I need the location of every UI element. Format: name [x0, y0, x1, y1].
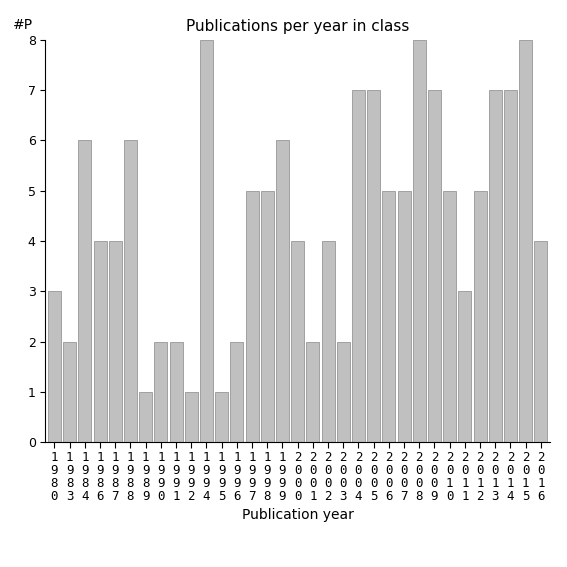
Bar — [321, 241, 335, 442]
Bar — [246, 191, 259, 442]
Bar — [428, 90, 441, 442]
Bar — [473, 191, 486, 442]
Y-axis label: #P: #P — [12, 18, 33, 32]
Bar — [170, 341, 183, 442]
Bar — [291, 241, 304, 442]
Bar — [154, 341, 167, 442]
Bar — [261, 191, 274, 442]
Bar — [397, 191, 411, 442]
Bar — [63, 341, 76, 442]
Bar — [124, 141, 137, 442]
Title: Publications per year in class: Publications per year in class — [186, 19, 409, 35]
Bar — [504, 90, 517, 442]
Bar — [458, 291, 471, 442]
Bar — [276, 141, 289, 442]
Bar — [78, 141, 91, 442]
Bar — [109, 241, 122, 442]
Bar — [519, 40, 532, 442]
X-axis label: Publication year: Publication year — [242, 508, 354, 522]
Bar — [230, 341, 243, 442]
Bar — [306, 341, 319, 442]
Bar — [139, 392, 152, 442]
Bar — [535, 241, 547, 442]
Bar — [337, 341, 350, 442]
Bar — [443, 191, 456, 442]
Bar — [413, 40, 426, 442]
Bar — [200, 40, 213, 442]
Bar — [94, 241, 107, 442]
Bar — [185, 392, 198, 442]
Bar — [382, 191, 395, 442]
Bar — [367, 90, 380, 442]
Bar — [215, 392, 228, 442]
Bar — [489, 90, 502, 442]
Bar — [352, 90, 365, 442]
Bar — [48, 291, 61, 442]
